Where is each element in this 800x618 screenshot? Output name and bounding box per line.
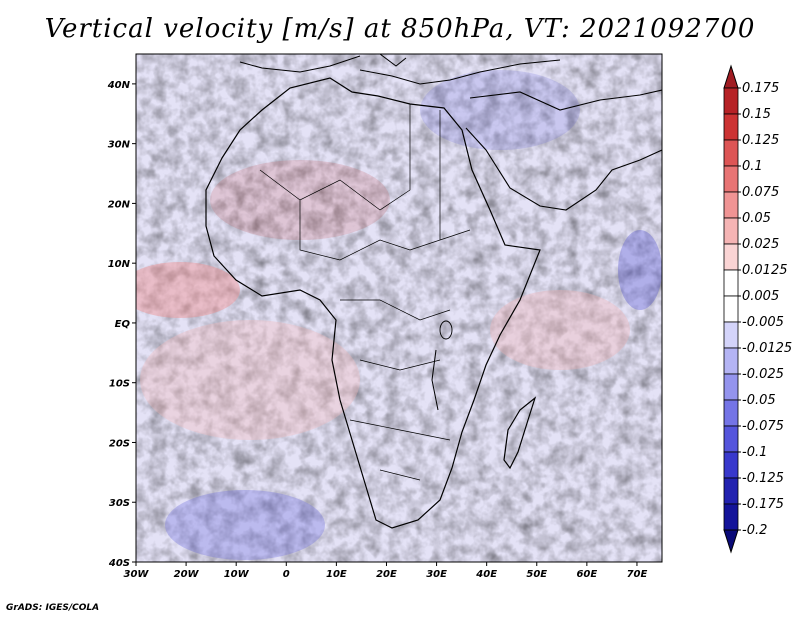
colorbar-label: 0.075	[742, 185, 779, 200]
field-layer	[136, 54, 662, 562]
colorbar-swatch	[723, 477, 739, 505]
colorbar-label: -0.2	[742, 523, 767, 538]
chart-title: Vertical velocity [m/s] at 850hPa, VT: 2…	[44, 14, 756, 44]
colorbar-label: 0.05	[742, 211, 771, 226]
y-tick-label: 10S	[109, 379, 130, 390]
colorbar-min-arrow	[723, 529, 739, 554]
x-tick-label: 10E	[326, 569, 347, 580]
colorbar-label: 0.175	[742, 81, 779, 96]
colorbar-swatch	[723, 321, 739, 349]
colorbar-swatch	[723, 217, 739, 245]
x-tick-label: 20W	[174, 569, 200, 580]
arabia-coastline	[465, 89, 662, 211]
x-tick-label: 40E	[475, 569, 497, 580]
country-borders	[259, 104, 471, 481]
colorbar-swatch	[723, 295, 739, 323]
y-tick-label: 20N	[108, 199, 131, 210]
colorbar-label: 0.005	[742, 289, 779, 304]
colorbar-label: -0.005	[742, 315, 784, 330]
x-tick-label: 20E	[376, 569, 397, 580]
x-tick-label: 10W	[224, 569, 250, 580]
colorbar-swatch	[723, 113, 739, 141]
x-axis: 30W 20W 10W 0 10E 20E 30E 40E 50E 60E 70E	[124, 562, 648, 580]
colorbar-swatch	[723, 87, 739, 115]
colorbar-max-arrow	[723, 64, 739, 89]
colorbar-label: 0.0125	[742, 263, 788, 278]
colorbar-swatch	[723, 347, 739, 375]
x-tick-label: 60E	[576, 569, 597, 580]
x-tick-label: 50E	[526, 569, 547, 580]
colorbar-label: -0.075	[742, 419, 784, 434]
y-tick-label: 40N	[107, 80, 131, 91]
colorbar-label: -0.1	[742, 445, 767, 460]
colorbar-label: 0.1	[742, 159, 763, 174]
colorbar-swatch	[723, 139, 739, 167]
y-tick-label: 10N	[108, 259, 131, 270]
y-tick-label: 40S	[108, 558, 130, 569]
colorbar-swatch	[723, 399, 739, 427]
colorbar-label: -0.0125	[742, 341, 792, 356]
africa-coastline	[205, 77, 541, 529]
x-tick-label: 30W	[124, 569, 150, 580]
colorbar-label: 0.15	[742, 107, 771, 122]
colorbar-swatch	[723, 425, 739, 453]
europe-coastline	[239, 54, 561, 85]
colorbar: 0.175 0.15 0.125 0.1 0.075 0.05 0.025 0.0125 0.0…	[723, 64, 792, 554]
colorbar-label: -0.125	[742, 471, 784, 486]
x-tick-label: 30E	[426, 569, 447, 580]
credit-text: GrADS: IGES/COLA	[6, 603, 100, 613]
colorbar-swatch	[723, 269, 739, 297]
colorbar-label: -0.025	[742, 367, 784, 382]
colorbar-swatch	[723, 191, 739, 219]
colorbar-label: -0.05	[742, 393, 776, 408]
colorbar-label: 0.025	[742, 237, 779, 252]
y-tick-label: 30S	[109, 498, 130, 509]
lake-victoria	[439, 320, 453, 340]
y-axis: 40N 30N 20N 10N EQ 10S 20S 30S 40S	[107, 80, 136, 569]
colorbar-label: -0.175	[742, 497, 784, 512]
y-tick-label: EQ	[115, 319, 131, 330]
colorbar-swatch	[723, 503, 739, 531]
colorbar-swatch	[723, 165, 739, 193]
colorbar-label: 0.125	[742, 133, 779, 148]
colorbar-swatch	[723, 243, 739, 271]
plot-frame	[135, 53, 663, 563]
x-tick-label: 70E	[627, 569, 648, 580]
rift-lakes	[431, 349, 439, 411]
y-tick-label: 30N	[108, 140, 131, 151]
x-tick-label: 0	[283, 569, 290, 580]
madagascar-coastline	[503, 396, 537, 470]
colorbar-swatch	[723, 373, 739, 401]
y-tick-label: 20S	[109, 438, 130, 449]
colorbar-swatch	[723, 451, 739, 479]
